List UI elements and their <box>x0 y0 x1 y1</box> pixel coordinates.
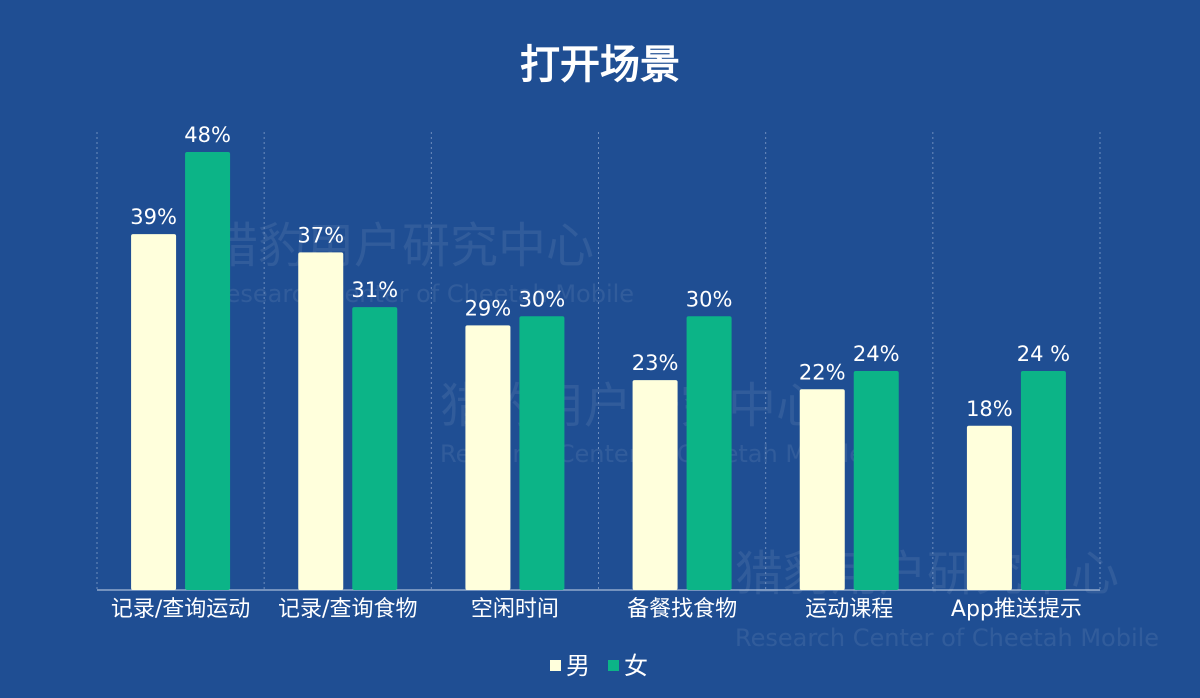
bar-value-label: 24 % <box>1017 342 1070 366</box>
bar-value-label: 29% <box>465 296 512 320</box>
grid <box>96 132 1101 591</box>
bar-male <box>966 425 1012 590</box>
watermark-en: Research Center of Cheetah Mobile <box>735 624 1159 652</box>
bar-value-label: 30% <box>519 287 566 311</box>
watermark-cn: 猎豹用户研究中心 <box>210 218 594 274</box>
bar-value-label: 18% <box>966 397 1013 421</box>
bar-male <box>131 234 177 590</box>
category-label: 记录/查询食物 <box>278 597 417 622</box>
data-labels: 39% 48% 37% 31% 29% 30% 23% 30% 22% 24% 18% 24 % <box>130 123 1070 421</box>
bar-value-label: 31% <box>351 278 398 302</box>
bar-female <box>853 371 899 590</box>
bar-value-label: 22% <box>799 360 846 384</box>
category-labels: 记录/查询运动 记录/查询食物 空闲时间 备餐找食物 运动课程 App推送提示 <box>111 597 1082 622</box>
bar-female <box>1020 371 1066 590</box>
legend-female-swatch <box>608 660 619 671</box>
bar-male <box>465 325 511 590</box>
legend-male-label: 男 <box>566 652 590 680</box>
category-label: 记录/查询运动 <box>111 597 250 622</box>
bar-male <box>799 389 845 590</box>
category-label: 备餐找食物 <box>627 597 737 622</box>
bar-female <box>686 316 732 590</box>
bar-male <box>632 380 678 590</box>
bar-value-label: 24% <box>853 342 900 366</box>
legend-male-swatch <box>550 660 561 671</box>
bars <box>131 152 1066 590</box>
chart-title: 打开场景 <box>520 42 680 88</box>
bar-value-label: 37% <box>297 223 344 247</box>
bar-female <box>352 307 398 590</box>
category-label: App推送提示 <box>951 597 1082 622</box>
category-label: 运动课程 <box>805 597 893 622</box>
bar-female <box>519 316 565 590</box>
category-label: 空闲时间 <box>471 597 559 622</box>
bar-value-label: 23% <box>632 351 679 375</box>
legend: 男女 <box>550 652 648 680</box>
legend-female-label: 女 <box>624 652 648 680</box>
bar-female <box>185 152 231 590</box>
bar-value-label: 30% <box>686 287 733 311</box>
bar-value-label: 48% <box>184 123 231 147</box>
bar-value-label: 39% <box>130 205 177 229</box>
bar-male <box>298 252 344 590</box>
watermark-en: Research Center of Cheetah Mobile <box>210 280 634 308</box>
